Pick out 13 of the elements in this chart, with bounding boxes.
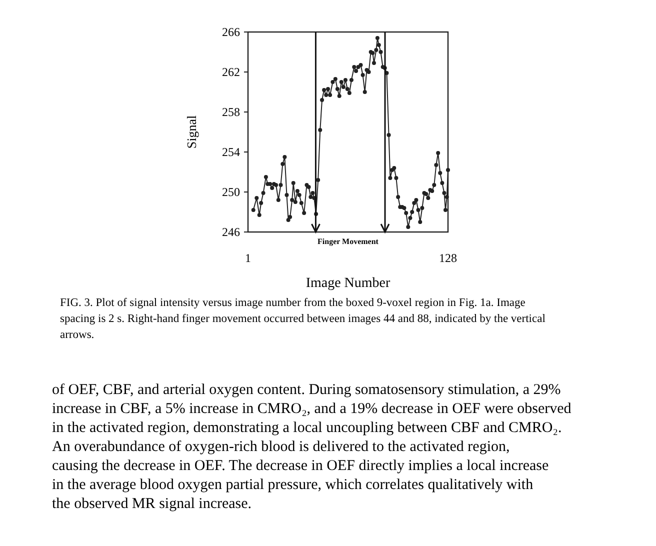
y-tick-label: 246 bbox=[222, 225, 240, 239]
x-axis-title: Image Number bbox=[306, 276, 391, 291]
y-tick-label: 250 bbox=[222, 185, 240, 199]
text: Finger Movement bbox=[318, 237, 379, 246]
y-tick-label: 258 bbox=[222, 105, 240, 119]
y-tick-label: 254 bbox=[222, 145, 240, 159]
x-tick-label: 128 bbox=[439, 251, 457, 265]
x-tick-label: 1 bbox=[245, 251, 251, 265]
y-tick-label: 262 bbox=[222, 65, 240, 79]
y-axis-title: Signal bbox=[184, 115, 199, 149]
caption: FIG. 3. Plot of signal intensity versus image number from the boxed 9-voxel region in Fig. 1a. Image spacing is 2 s. Right-hand finger movement occurred between images 44 and 88, indicated by the vertical arrows. bbox=[60, 297, 546, 341]
text: of OEF, CBF, and arterial oxygen content. During somatosensory stimulation, a 29% increase in CBF, a 5% increase in CMRO₂, and a 19% decrease in OEF were observed in the activated region, demonstrating a local uncoupling between CBF and CMRO₂. An overabundance of oxygen-rich blood is delivered to the activated region, causing the decrease in OEF. The decrease in OEF directly implies a local increase in the average blood oxygen partial pressure, which correlates qualitatively with the observed MR signal increase. bbox=[52, 382, 572, 512]
y-tick-label: 266 bbox=[222, 25, 240, 39]
